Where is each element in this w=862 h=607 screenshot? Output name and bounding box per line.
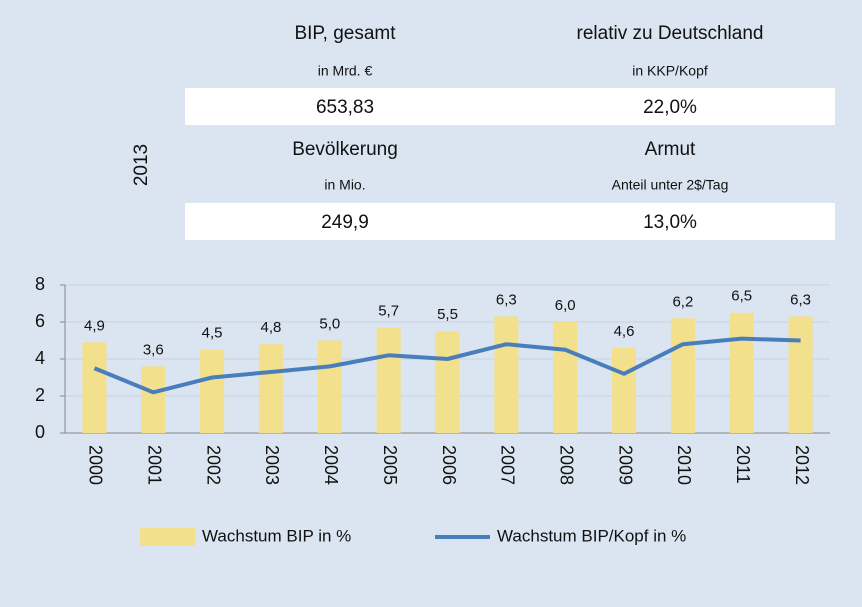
x-tick-label: 2012: [792, 445, 812, 485]
bar: [553, 322, 578, 433]
x-tick-label: 2011: [733, 445, 753, 484]
panel-title: relativ zu Deutschland: [577, 23, 764, 44]
bar: [141, 366, 166, 433]
y-tick-label: 0: [35, 422, 45, 442]
panel-unit: in KKP/Kopf: [632, 63, 708, 79]
x-tick-label: 2003: [262, 445, 282, 485]
value-label: 3,6: [143, 341, 164, 358]
x-tick-label: 2010: [674, 445, 694, 485]
year: 2013: [131, 144, 152, 186]
bar: [82, 342, 107, 433]
value-label: 6,3: [790, 291, 811, 308]
value-label: 6,5: [731, 288, 752, 305]
x-tick-label: 2004: [321, 445, 341, 485]
legend-label: Wachstum BIP/Kopf in %: [497, 526, 686, 545]
x-tick-label: 2001: [145, 445, 165, 485]
x-tick-label: 2009: [615, 445, 635, 485]
value-box: [185, 203, 835, 240]
line: [93, 336, 801, 395]
panel-value: 249,9: [321, 212, 369, 233]
value-label: 5,5: [437, 306, 458, 323]
panel-value: 22,0%: [643, 97, 697, 118]
legend-swatch: [140, 528, 195, 546]
value-label: 6,2: [672, 293, 693, 310]
y-tick-label: 6: [35, 311, 45, 331]
bar: [200, 349, 225, 433]
x-tick-label: 2005: [380, 445, 400, 485]
bar: [612, 347, 637, 433]
value-label: 6,3: [496, 291, 517, 308]
x-tick-label: 2000: [86, 445, 106, 485]
y-tick-label: 2: [35, 385, 45, 405]
legend-label: Wachstum BIP in %: [202, 526, 351, 545]
panel-unit: Anteil unter 2$/Tag: [612, 177, 729, 193]
y-tick-label: 4: [35, 348, 45, 368]
bar: [376, 327, 401, 433]
y-tick-label: 8: [35, 274, 45, 294]
x-tick-label: 2002: [203, 445, 223, 485]
bar: [317, 340, 342, 433]
panel-unit: in Mrd. €: [318, 63, 373, 79]
value-label: 5,7: [378, 303, 399, 320]
panel-value: 653,83: [316, 97, 374, 118]
panel-unit: in Mio.: [324, 177, 365, 193]
value-box: [185, 88, 835, 125]
x-tick-label: 2008: [556, 445, 576, 485]
value-label: 6,0: [555, 297, 576, 314]
panel-title: Armut: [645, 139, 696, 160]
bar: [435, 331, 460, 433]
bar: [729, 312, 754, 433]
bar: [494, 316, 519, 433]
value-label: 4,6: [614, 323, 635, 340]
panel-value: 13,0%: [643, 212, 697, 233]
value-label: 4,5: [202, 325, 223, 342]
value-label: 5,0: [319, 315, 340, 332]
x-tick-label: 2006: [439, 445, 459, 485]
bar: [258, 344, 283, 433]
bar: [788, 316, 813, 433]
panel-title: Bevölkerung: [292, 139, 398, 160]
value-label: 4,9: [84, 317, 105, 334]
value-label: 4,8: [261, 319, 282, 336]
x-tick-label: 2007: [498, 445, 518, 485]
bar: [670, 318, 695, 433]
panel-title: BIP, gesamt: [294, 23, 396, 44]
